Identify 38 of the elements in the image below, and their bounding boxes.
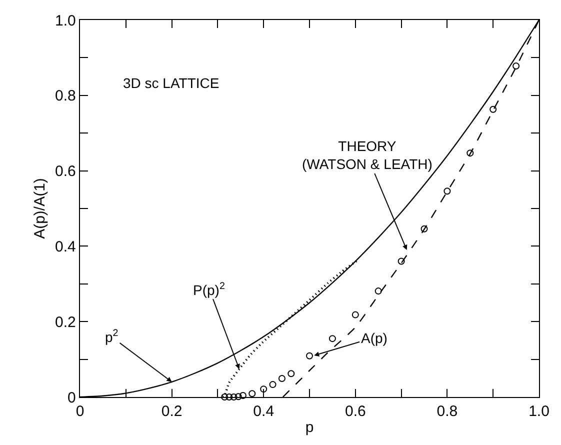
y-tick-label: 0.8 (55, 88, 76, 105)
point (248, 390, 256, 398)
y-axis-title: A(p)/A(1) (31, 178, 48, 239)
point (490, 106, 497, 113)
point (239, 392, 246, 399)
annotation: 3D sc LATTICE (123, 75, 220, 91)
point (226, 394, 233, 400)
point (234, 393, 242, 400)
x-tick-label: 0.4 (253, 403, 274, 420)
point (420, 225, 428, 232)
point (221, 394, 228, 400)
y-tick-label: 0.2 (55, 314, 76, 331)
point (278, 375, 286, 382)
y-tick-label: 1.0 (55, 12, 76, 30)
x-tick-label: 1.0 (528, 403, 550, 420)
annotation: THEORY (WATSON & LEATH) (302, 138, 432, 172)
point (230, 394, 238, 400)
point (352, 311, 359, 318)
point (306, 352, 313, 360)
annotation: A(p) (361, 330, 388, 346)
y-tick-label: 0.4 (55, 238, 76, 256)
point (512, 62, 520, 70)
y-tick-label: 0 (68, 389, 76, 406)
point (328, 335, 336, 342)
point (398, 258, 405, 265)
point (374, 288, 382, 295)
x-tick-label: 0.6 (344, 403, 366, 420)
point (288, 370, 295, 378)
x-axis-title: p (305, 419, 314, 436)
x-tick-label: 0.8 (436, 403, 458, 420)
annotation: P(p)$^{2}$ (193, 281, 225, 298)
point (444, 188, 451, 195)
point (260, 386, 268, 393)
y-tick-label: 0.6 (55, 163, 76, 180)
point (466, 150, 474, 157)
annotation: p$^{2}$ (105, 328, 118, 345)
point (269, 381, 276, 388)
x-tick-label: 0.2 (161, 403, 182, 420)
